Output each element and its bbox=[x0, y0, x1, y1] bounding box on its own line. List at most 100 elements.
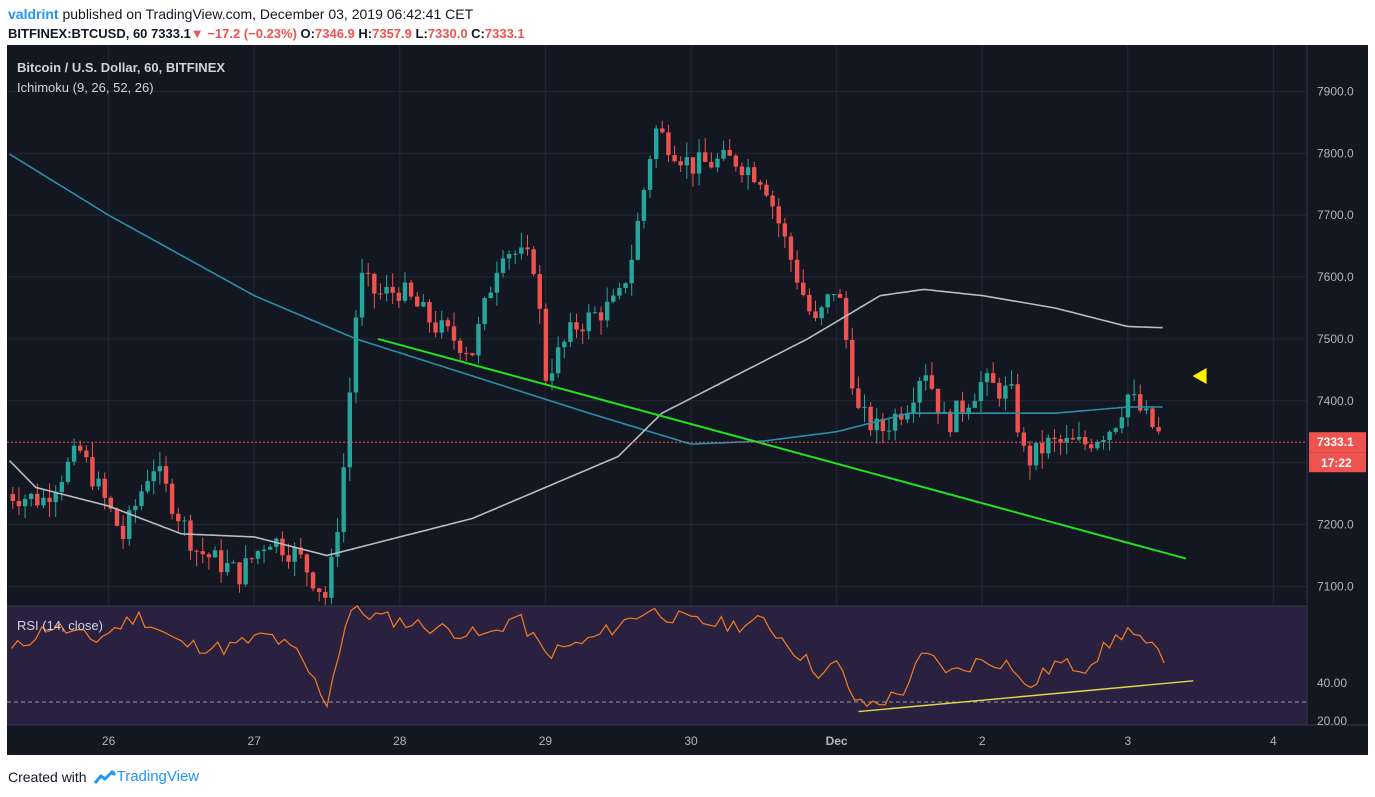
candle-body bbox=[335, 531, 340, 557]
yellow-arrow-marker[interactable] bbox=[1192, 368, 1207, 385]
rsi-title[interactable]: RSI (14, close) bbox=[17, 618, 103, 633]
candle-body bbox=[476, 324, 481, 356]
price-axis[interactable] bbox=[1308, 45, 1368, 755]
time-tick-label: 30 bbox=[684, 734, 698, 748]
price-trendline[interactable] bbox=[377, 337, 1187, 560]
candle-body bbox=[899, 413, 904, 420]
candle-body bbox=[543, 308, 549, 381]
indicator-label[interactable]: Ichimoku (9, 26, 52, 26) bbox=[17, 80, 154, 95]
last-price-tag bbox=[1309, 432, 1366, 453]
candle-body bbox=[880, 418, 886, 432]
candle-body bbox=[341, 467, 346, 532]
author-link[interactable]: valdrint bbox=[8, 6, 59, 22]
candle-body bbox=[592, 312, 598, 314]
candle-body bbox=[1021, 432, 1027, 446]
symbol-label: BITFINEX:BTCUSD, 60 bbox=[8, 26, 148, 41]
high-label: H: bbox=[358, 26, 373, 41]
candle-body bbox=[1150, 408, 1155, 428]
candle-body bbox=[304, 554, 310, 573]
candle-body bbox=[966, 407, 971, 413]
candle-body bbox=[843, 297, 849, 340]
candle-body bbox=[1052, 437, 1057, 440]
candle-body bbox=[402, 282, 408, 301]
candle-body bbox=[733, 155, 739, 167]
candle-body bbox=[47, 497, 52, 503]
candle-body bbox=[641, 189, 647, 221]
candle-body bbox=[745, 167, 751, 176]
candle-body bbox=[1015, 384, 1020, 433]
candle-body bbox=[586, 312, 591, 332]
candle-body bbox=[292, 547, 297, 562]
candle-body bbox=[684, 157, 690, 166]
candle-body bbox=[1058, 439, 1063, 443]
rsi-line bbox=[11, 605, 1165, 709]
candle-body bbox=[874, 418, 879, 431]
last-price-tag-text: 7333.1 bbox=[1317, 435, 1354, 449]
candle-body bbox=[415, 296, 420, 307]
candle-body bbox=[365, 272, 371, 274]
tradingview-brand[interactable]: TradingView bbox=[116, 768, 200, 785]
candle-body bbox=[408, 282, 414, 297]
candle-body bbox=[709, 161, 714, 168]
countdown-tag-text: 17:22 bbox=[1321, 456, 1352, 470]
candle-body bbox=[10, 493, 16, 501]
candle-body bbox=[752, 167, 757, 183]
candle-body bbox=[917, 380, 922, 403]
rsi-trendline[interactable] bbox=[858, 680, 1194, 713]
candle-body bbox=[568, 322, 573, 342]
candle-body bbox=[647, 159, 653, 190]
candle-body bbox=[120, 525, 126, 539]
candle-body bbox=[794, 259, 800, 283]
candle-body bbox=[525, 247, 530, 250]
candle-body bbox=[1119, 417, 1125, 429]
candle-body bbox=[194, 550, 199, 552]
candle-body bbox=[715, 158, 720, 168]
down-arrow-icon: ▼ bbox=[190, 26, 204, 41]
candle-body bbox=[611, 295, 616, 302]
candle-body bbox=[169, 483, 175, 514]
candle-body bbox=[500, 258, 506, 273]
candle-body bbox=[347, 392, 353, 468]
chart-area[interactable]: 7100.07200.07300.07400.07500.07600.07700… bbox=[7, 45, 1368, 755]
candle-body bbox=[1070, 437, 1076, 440]
candle-body bbox=[923, 375, 928, 381]
candle-body bbox=[53, 492, 58, 503]
candle-body bbox=[378, 293, 383, 295]
candle-body bbox=[954, 400, 959, 433]
candle-body bbox=[555, 347, 561, 374]
candle-body bbox=[1144, 408, 1149, 411]
candle-body bbox=[997, 382, 1002, 399]
time-axis-labels: 26 27 28 29 30 Dec 2 3 4 bbox=[102, 734, 1277, 748]
candle-body bbox=[28, 493, 34, 499]
rsi-axis-labels: 20.00 40.00 bbox=[1317, 676, 1347, 728]
price-change: −17.2 (−0.23%) bbox=[207, 26, 297, 41]
candle-body bbox=[261, 549, 267, 552]
candle-body bbox=[629, 259, 634, 284]
tradingview-logo[interactable]: TradingView bbox=[91, 766, 200, 788]
candle-body bbox=[488, 292, 493, 299]
candle-body bbox=[127, 510, 132, 539]
candle-body bbox=[764, 184, 769, 196]
candle-body bbox=[513, 253, 518, 255]
time-tick-label: 29 bbox=[539, 734, 553, 748]
candle-body bbox=[972, 401, 977, 408]
candle-body bbox=[427, 302, 432, 323]
candle-body bbox=[862, 406, 867, 408]
current-price: 7333.1 bbox=[151, 26, 191, 41]
price-tick-label: 7900.0 bbox=[1317, 84, 1354, 98]
candle-body bbox=[90, 457, 95, 487]
candle-body bbox=[1064, 437, 1069, 443]
time-tick-label: 28 bbox=[393, 734, 407, 748]
candle-body bbox=[801, 282, 806, 295]
price-tick-label: 7100.0 bbox=[1317, 579, 1354, 593]
candle-body bbox=[457, 340, 463, 354]
chart-svg[interactable]: 7100.07200.07300.07400.07500.07600.07700… bbox=[7, 45, 1368, 755]
candle-body bbox=[837, 293, 843, 298]
candle-body bbox=[225, 563, 230, 573]
candle-body bbox=[151, 471, 156, 482]
low-value: 7330.0 bbox=[427, 26, 468, 41]
candle-body bbox=[984, 373, 990, 383]
candle-body bbox=[1033, 442, 1039, 466]
candle-body bbox=[892, 413, 898, 431]
price-tick-label: 7800.0 bbox=[1317, 146, 1354, 160]
